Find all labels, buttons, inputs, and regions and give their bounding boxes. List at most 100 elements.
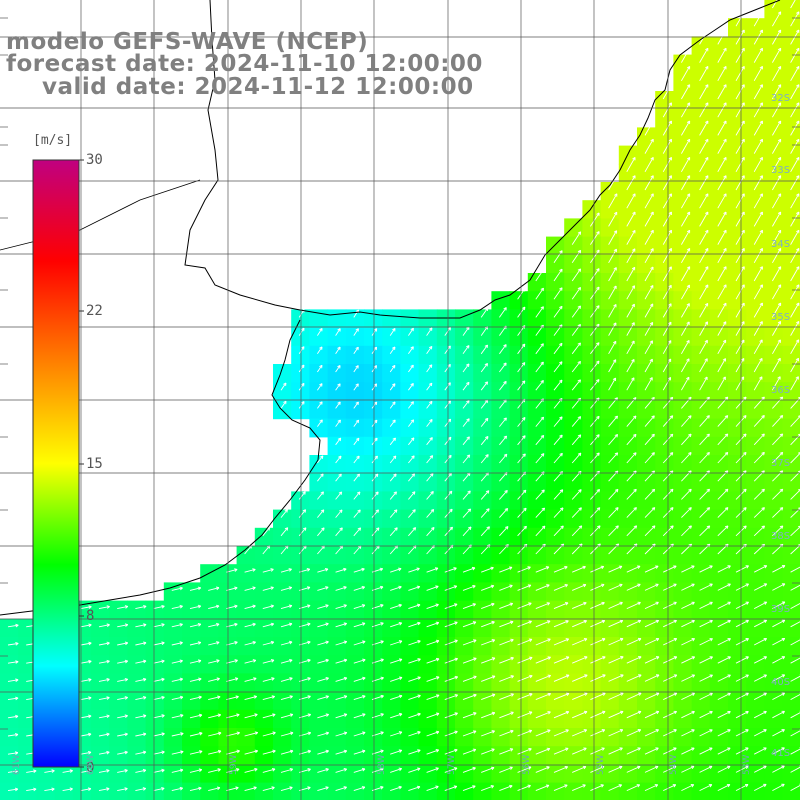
wind-arrow [553,729,569,737]
speed-cell [655,309,674,329]
speed-cell [309,418,329,438]
speed-cell [345,637,365,656]
wind-arrow [262,731,276,737]
speed-cell [127,709,147,729]
wind-arrow [699,376,708,391]
speed-cell [764,782,784,800]
speed-cell [418,582,438,602]
wind-arrow [644,601,659,610]
speed-cell [546,618,565,638]
wind-arrow [790,175,800,191]
wind-arrow [681,601,695,610]
wind-arrow [608,248,617,264]
wind-arrow [753,638,768,646]
speed-cell [527,673,547,693]
wind-arrow [98,732,110,737]
wind-arrow [553,525,564,537]
speed-cell [491,436,511,456]
speed-cell [109,764,128,784]
speed-cell [764,72,784,92]
speed-cell [163,618,183,638]
wind-arrow [644,377,653,391]
wind-arrow [462,785,476,792]
wind-arrow [717,120,727,136]
speed-cell [673,491,693,511]
speed-cell [509,327,529,347]
wind-arrow [262,677,275,682]
wind-arrow [117,623,129,628]
speed-cell [400,673,420,693]
wind-arrow [335,567,347,573]
wind-arrow [44,769,55,773]
speed-cell [473,709,492,729]
wind-arrow [390,767,402,773]
wind-arrow [408,676,421,682]
speed-cell [782,637,800,656]
speed-cell [436,709,456,729]
speed-cell [382,473,401,492]
wind-arrow [317,419,323,427]
wind-arrow [626,637,642,646]
wind-arrow [280,695,293,701]
speed-cell [291,764,310,784]
speed-cell [691,491,711,511]
wind-arrow [98,769,110,773]
wind-arrow [572,747,587,755]
wind-arrow [171,786,183,792]
speed-cell [582,345,602,365]
speed-cell [491,291,511,310]
speed-cell [782,455,800,474]
colorbar-tick-8: 8 [86,608,95,624]
wind-arrow [244,640,256,646]
speed-cell [436,673,456,693]
wind-arrow [644,729,659,737]
speed-cell [327,728,347,747]
wind-arrow [790,357,799,373]
wind-arrow [408,767,421,773]
wind-arrow [681,303,690,318]
speed-cell [546,600,565,620]
speed-cell [163,600,183,620]
speed-cell [309,345,329,365]
speed-cell [200,618,219,638]
speed-cell [564,728,583,747]
speed-cell [709,36,729,56]
wind-arrow [608,784,623,792]
speed-cell [327,345,347,365]
wind-arrow [389,455,397,464]
speed-cell [746,473,765,492]
speed-cell [709,327,729,347]
speed-cell [673,400,693,420]
wind-arrow [699,157,709,173]
speed-cell [418,345,438,365]
wind-arrow [390,731,403,737]
speed-cell [564,746,583,765]
wind-arrow [7,678,19,683]
wind-arrow [626,619,642,628]
speed-cell [655,382,674,401]
wind-arrow [171,659,183,664]
speed-cell [691,127,711,147]
wind-arrow [335,676,348,682]
wind-arrow [462,639,477,646]
wind-arrow [389,346,396,355]
speed-cell [436,509,456,529]
speed-cell [491,746,511,765]
wind-arrow [662,340,672,355]
wind-arrow [608,747,623,755]
wind-arrow [426,621,440,628]
speed-cell [382,582,401,602]
wind-arrow [444,603,458,610]
wind-arrow [772,193,782,209]
wind-arrow [590,434,600,446]
wind-arrow [590,525,601,537]
speed-cell [564,400,583,420]
speed-cell [400,345,420,365]
speed-cell [345,436,365,456]
wind-arrow [772,84,782,100]
speed-cell [254,637,274,656]
wind-arrow [790,229,800,245]
wind-arrow [572,619,587,628]
wind-arrow [772,396,784,409]
wind-arrow [80,678,92,682]
